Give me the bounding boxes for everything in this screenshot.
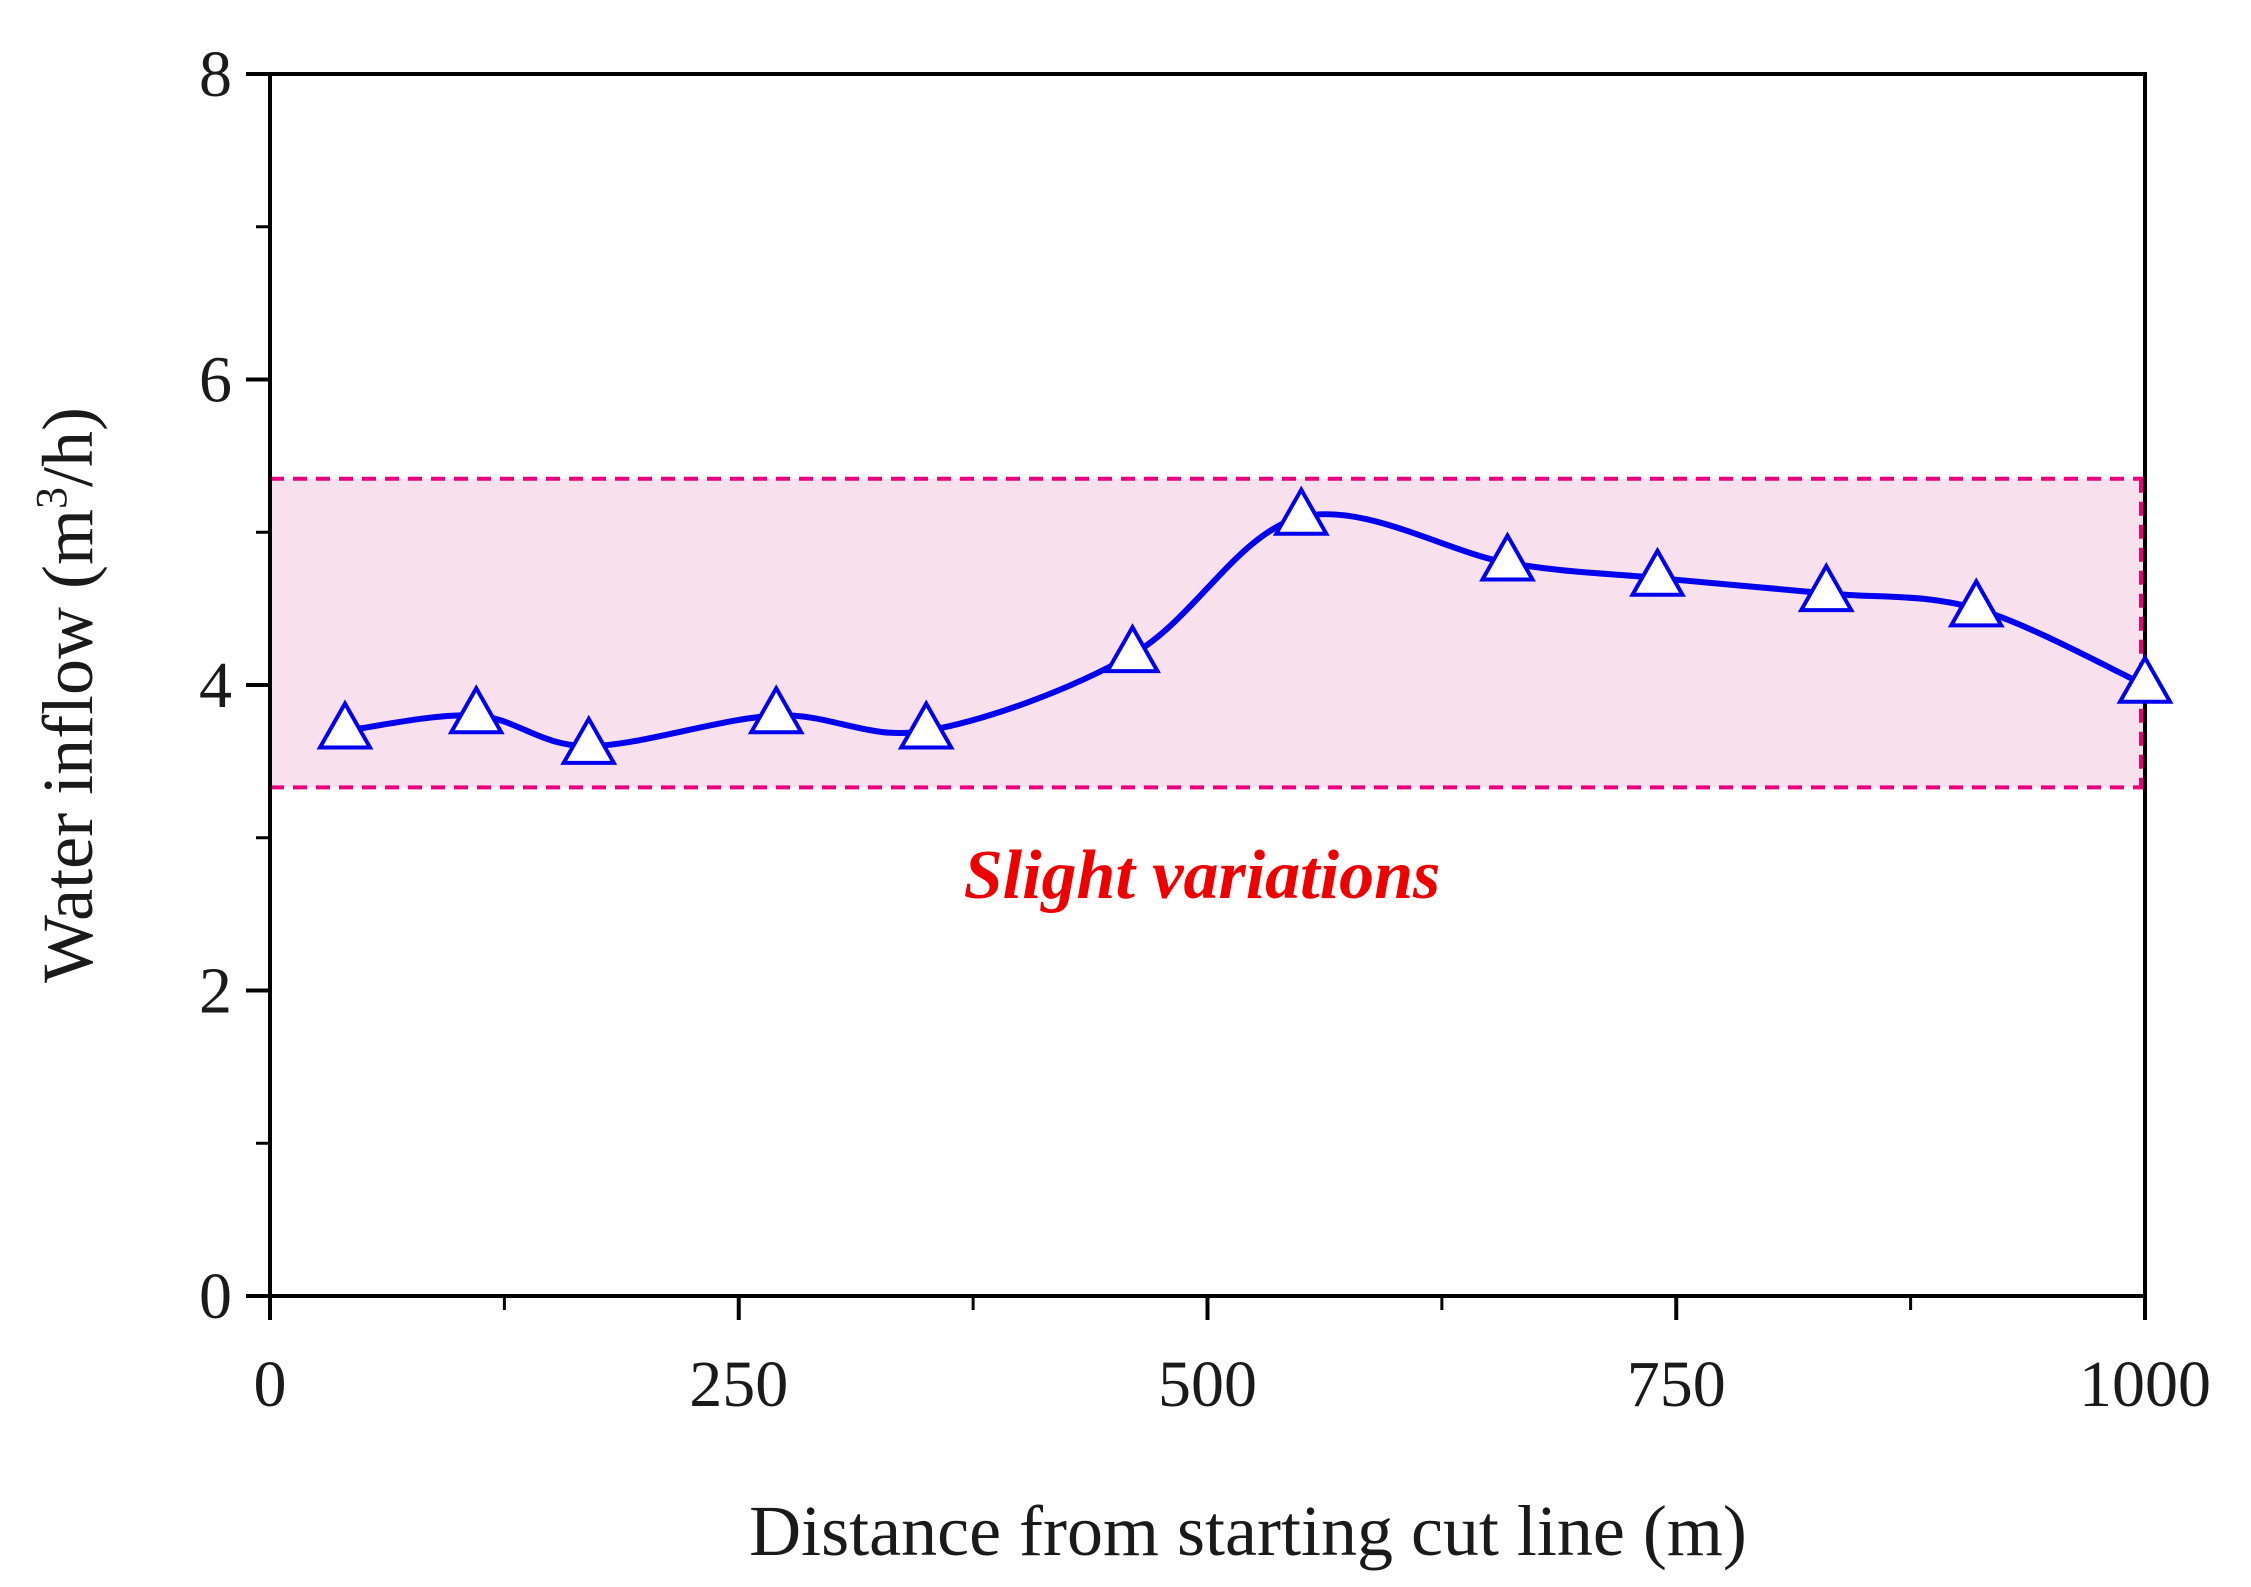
y-axis-title-superscript: 3	[27, 487, 76, 509]
y-tick-label: 4	[199, 649, 232, 722]
x-tick-label: 250	[689, 1348, 788, 1421]
y-axis-title-main: Water inflow (m	[28, 509, 108, 983]
x-tick-label: 500	[1158, 1348, 1257, 1421]
data-point-marker	[1947, 577, 2005, 628]
data-point-marker	[1272, 485, 1330, 536]
data-point-marker	[447, 684, 505, 735]
annotation-slight-variations: Slight variations	[964, 837, 1441, 914]
x-tick-label: 750	[1627, 1348, 1726, 1421]
y-tick-labels: 0 2 4 6 8	[199, 38, 232, 1333]
data-point-marker	[316, 699, 374, 750]
data-point-marker	[1629, 546, 1686, 597]
y-tick-label: 6	[199, 344, 232, 417]
x-tick-label: 0	[254, 1348, 287, 1421]
y-tick-label: 0	[199, 1260, 232, 1333]
data-point-marker	[1797, 562, 1855, 613]
y-tick-label: 2	[199, 955, 232, 1028]
axis-ticks	[246, 72, 2147, 1320]
y-tick-label: 8	[199, 38, 232, 111]
series-markers	[316, 485, 2174, 765]
data-point-marker	[747, 684, 805, 735]
x-tick-labels: 0 250 500 750 1000	[254, 1348, 2212, 1421]
x-axis-title: Distance from starting cut line (m)	[749, 1491, 1747, 1571]
data-point-marker	[560, 714, 618, 765]
data-point-marker	[2116, 653, 2174, 704]
y-axis-title: Water inflow (m3/h)	[27, 407, 108, 983]
data-point-marker	[897, 699, 955, 750]
data-point-marker	[1479, 531, 1536, 582]
data-point-marker	[1104, 623, 1161, 674]
y-axis-title-end: /h)	[28, 407, 108, 487]
x-tick-label: 1000	[2079, 1348, 2211, 1421]
